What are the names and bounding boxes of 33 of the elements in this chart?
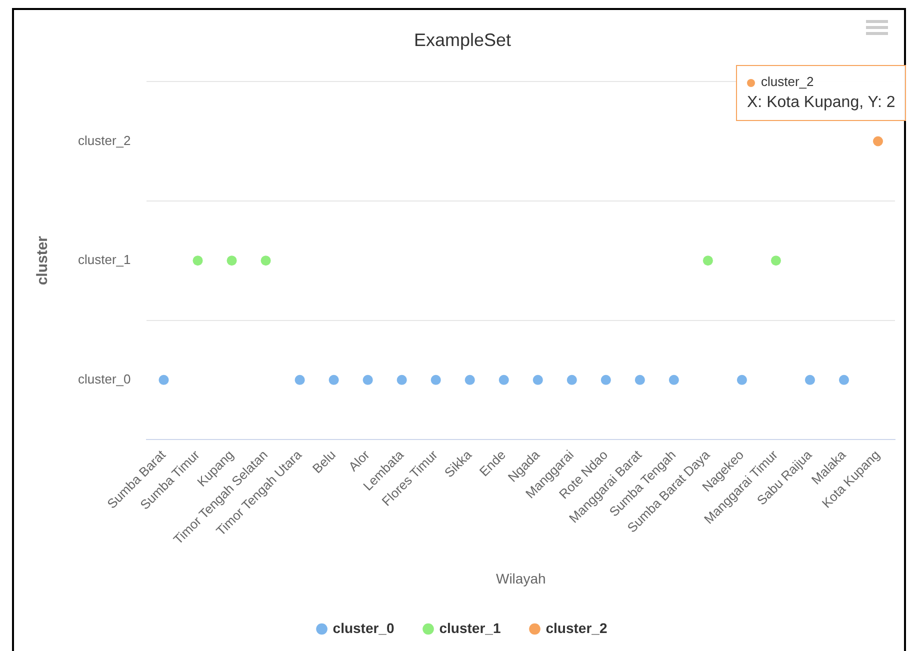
x-axis-title: Wilayah xyxy=(496,570,546,586)
point xyxy=(600,374,611,385)
point xyxy=(566,374,577,385)
point xyxy=(736,374,747,385)
point xyxy=(192,256,203,266)
legend-label: cluster_2 xyxy=(546,620,608,636)
point xyxy=(702,256,713,266)
point xyxy=(294,374,305,385)
point xyxy=(770,256,781,266)
point xyxy=(872,136,883,146)
point xyxy=(464,374,475,385)
point xyxy=(838,374,849,385)
chart-title: ExampleSet xyxy=(414,30,512,50)
legend-label: cluster_0 xyxy=(332,620,394,636)
annotation: cluster_2 X: Kota Kupang, Y: 2 xyxy=(747,74,896,112)
y-axis-title: cluster xyxy=(34,236,52,286)
y-tick-label: cluster_2 xyxy=(78,132,131,148)
point xyxy=(430,374,441,385)
legend-label: cluster_1 xyxy=(439,620,501,636)
point xyxy=(362,374,373,385)
point xyxy=(328,374,339,385)
point xyxy=(532,374,543,385)
y-tick-label: cluster_1 xyxy=(78,252,131,268)
point xyxy=(396,374,407,385)
point xyxy=(498,374,509,385)
point xyxy=(260,256,271,266)
point xyxy=(158,374,169,385)
y-tick-label: cluster_0 xyxy=(78,371,131,386)
point xyxy=(226,256,237,266)
point xyxy=(668,374,679,385)
point xyxy=(804,374,815,385)
point xyxy=(634,374,645,385)
x-tick-label: Belu xyxy=(309,447,338,476)
